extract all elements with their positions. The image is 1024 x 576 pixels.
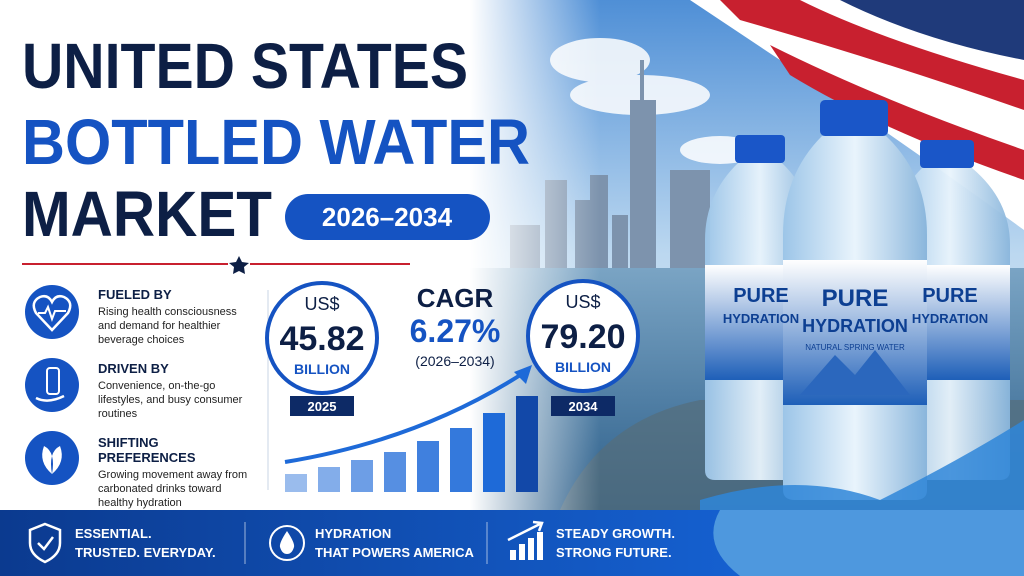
- bottle-brand: HYDRATION: [912, 311, 988, 326]
- bottle-brand: HYDRATION: [723, 311, 799, 326]
- shield-icon: [28, 522, 62, 564]
- driver-heading: SHIFTING PREFERENCES: [98, 435, 196, 465]
- stat-circle: [526, 279, 640, 393]
- title-line: UNITED STATES: [22, 30, 468, 102]
- footer-line: STRONG FUTURE.: [556, 545, 672, 560]
- driver: DRIVEN BY Convenience, on-the-go lifestyl…: [98, 361, 258, 421]
- year-badge: [551, 396, 615, 416]
- stat-value: 79.20: [540, 318, 625, 356]
- cagr-period: (2026–2034): [415, 353, 494, 369]
- star: [229, 256, 249, 274]
- period: 2026–2034: [322, 202, 453, 232]
- footer-line: STEADY GROWTH.: [556, 526, 675, 541]
- drop-icon: [279, 531, 295, 554]
- cagr-label: CAGR: [417, 283, 494, 313]
- footer-item: HYDRATION THAT POWERS AMERICA: [315, 524, 474, 562]
- bottle-brand: PURE: [922, 285, 978, 307]
- driver-heading: FUELED BY: [98, 287, 172, 302]
- stat-currency: US$: [304, 294, 339, 314]
- footer-line: ESSENTIAL.: [75, 526, 152, 541]
- chart-icon: [510, 532, 543, 560]
- footer-line: HYDRATION: [315, 526, 392, 541]
- driver-text: Rising health consciousness and demand f…: [98, 306, 237, 346]
- driver-text: Convenience, on-the-go lifestyles, and b…: [98, 380, 243, 420]
- growth-arrow-head: [514, 365, 532, 384]
- stat-year: 2034: [569, 399, 599, 414]
- driver: FUELED BY Rising health consciousness and…: [98, 287, 258, 347]
- splash: [700, 420, 1024, 576]
- stat-unit: BILLION: [555, 359, 611, 375]
- bottle-tagline: NATURAL SPRING WATER: [805, 343, 905, 352]
- stat-year: 2025: [308, 399, 337, 414]
- year-badge: [290, 396, 354, 416]
- stat-value: 45.82: [279, 320, 364, 358]
- growth-bars: [285, 396, 538, 492]
- driver: SHIFTING PREFERENCES Growing movement awa…: [98, 435, 258, 510]
- chart-icon: [507, 520, 544, 542]
- stat-circle: [265, 281, 379, 395]
- footer-item: ESSENTIAL. TRUSTED. EVERYDAY.: [75, 524, 216, 562]
- bottle-brand: PURE: [733, 285, 789, 307]
- driver-text: Growing movement away from carbonated dr…: [98, 469, 248, 509]
- footer-line: TRUSTED. EVERYDAY.: [75, 545, 216, 560]
- cagr-value: 6.27%: [410, 313, 501, 349]
- shield-icon: [37, 536, 54, 551]
- bottles: [705, 100, 1010, 500]
- title-line: BOTTLED WATER: [22, 106, 530, 178]
- bottle-brand: HYDRATION: [802, 316, 908, 336]
- growth-arrow: [284, 370, 527, 464]
- period-badge: [285, 194, 490, 240]
- bottle-brand: PURE: [822, 285, 889, 312]
- driver-heading: DRIVEN BY: [98, 361, 169, 376]
- drop-icon: [269, 525, 305, 561]
- stat-unit: BILLION: [294, 361, 350, 377]
- title-line: MARKET: [22, 178, 272, 250]
- footer-line: THAT POWERS AMERICA: [315, 545, 474, 560]
- footer-item: STEADY GROWTH. STRONG FUTURE.: [556, 524, 675, 562]
- stat-currency: US$: [565, 292, 600, 312]
- driver-icons: [25, 285, 79, 485]
- footer-band: [0, 510, 740, 576]
